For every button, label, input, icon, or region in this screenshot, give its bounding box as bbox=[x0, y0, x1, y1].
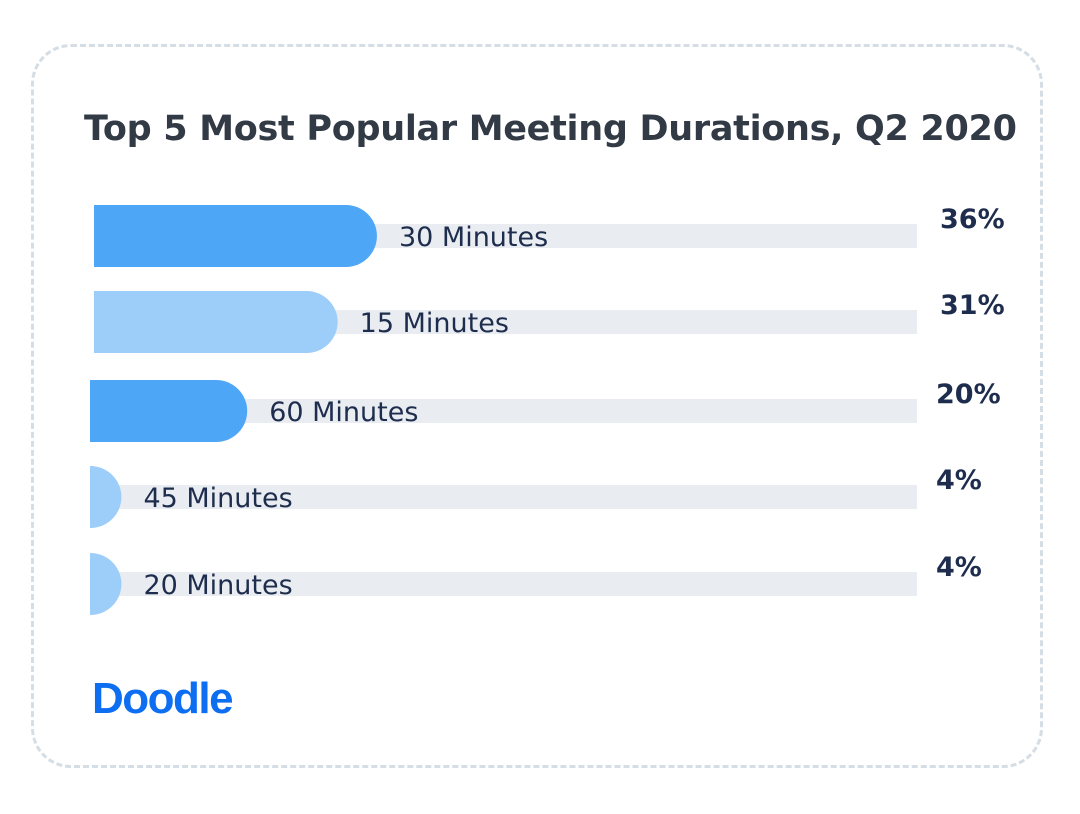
value-label-30-minutes: 36% bbox=[940, 204, 1005, 235]
doodle-logo: Doodle bbox=[92, 674, 234, 723]
category-label-15-minutes: 15 Minutes bbox=[360, 308, 509, 339]
bar-45-minutes bbox=[90, 466, 122, 528]
bar-20-minutes bbox=[90, 553, 122, 615]
chart-card bbox=[31, 44, 1043, 768]
category-label-20-minutes: 20 Minutes bbox=[143, 570, 292, 601]
category-label-60-minutes: 60 Minutes bbox=[269, 397, 418, 428]
category-label-30-minutes: 30 Minutes bbox=[399, 222, 548, 253]
bar-track-45-minutes bbox=[90, 485, 917, 509]
bar-30-minutes bbox=[94, 205, 377, 267]
bar-15-minutes bbox=[94, 291, 338, 353]
value-label-45-minutes: 4% bbox=[936, 465, 982, 496]
value-label-20-minutes: 4% bbox=[936, 552, 982, 583]
bar-track-20-minutes bbox=[90, 572, 917, 596]
category-label-45-minutes: 45 Minutes bbox=[143, 483, 292, 514]
chart-title: Top 5 Most Popular Meeting Durations, Q2… bbox=[84, 109, 1017, 149]
value-label-60-minutes: 20% bbox=[936, 379, 1001, 410]
bar-60-minutes bbox=[90, 380, 248, 442]
value-label-15-minutes: 31% bbox=[940, 290, 1005, 321]
